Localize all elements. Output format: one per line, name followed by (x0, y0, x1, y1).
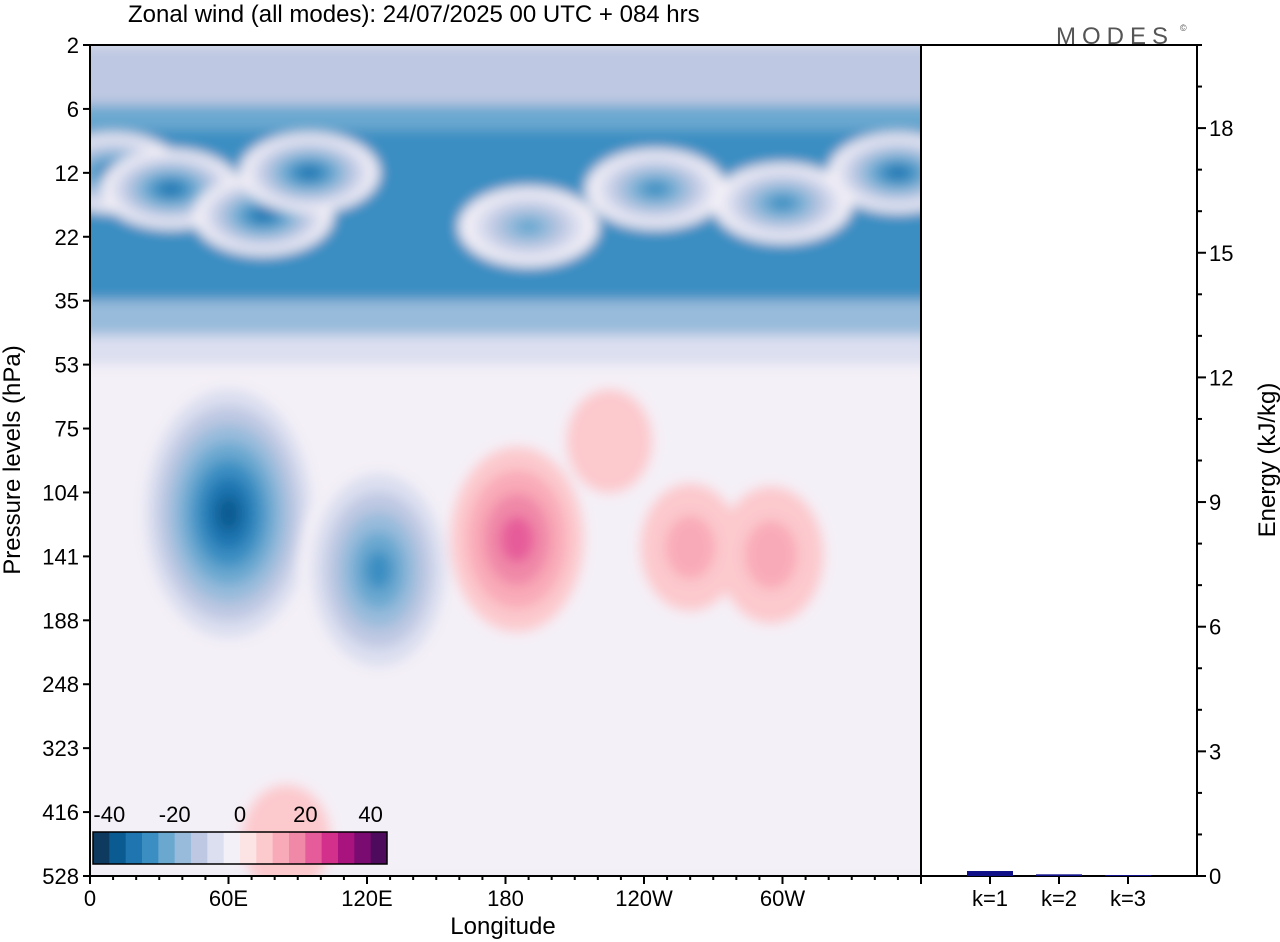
energy-x-label: k=3 (1110, 886, 1146, 911)
colorbar-label: 0 (234, 802, 246, 827)
energy-tick-label: 15 (1209, 241, 1233, 266)
wind-contour (253, 209, 274, 222)
wind-band (90, 300, 921, 335)
x-tick-label: 0 (84, 886, 96, 911)
colorbar: -40 -20 0 20 40 (92, 802, 388, 865)
energy-x-label: k=1 (972, 886, 1008, 911)
y-tick-label: 528 (42, 864, 79, 889)
y-tick-label: 323 (42, 736, 79, 761)
energy-tick-label: 3 (1209, 739, 1221, 764)
energy-tick-label: 0 (1209, 864, 1221, 889)
energy-axis-label: Energy (kJ/kg) (1254, 383, 1280, 538)
wind-contour (365, 550, 393, 590)
y-tick-label: 22 (55, 225, 79, 250)
colorbar-swatch (125, 832, 143, 864)
y-tick-label: 35 (55, 289, 79, 314)
wind-contour (665, 515, 716, 580)
energy-tick-label: 12 (1209, 365, 1233, 390)
y-tick-label: 416 (42, 800, 79, 825)
wind-contour (160, 183, 181, 195)
y-tick-label: 6 (67, 97, 79, 122)
wind-contour (514, 218, 543, 235)
wind-contour (566, 389, 653, 494)
colorbar-frame (92, 831, 388, 865)
colorbar-swatch (305, 832, 323, 864)
wavenumber-axis: k=1 k=2 k=3 (972, 876, 1146, 911)
colorbar-swatch (158, 832, 176, 864)
wind-contour (216, 495, 241, 532)
colorbar-swatch (240, 832, 257, 864)
wind-contour (887, 167, 908, 179)
colorbar-swatch (338, 832, 355, 864)
y-tick-label: 141 (42, 544, 79, 569)
wind-contour (744, 520, 798, 590)
colorbar-swatch (289, 832, 306, 864)
y-tick-label: 188 (42, 608, 79, 633)
colorbar-label: -20 (159, 802, 191, 827)
colorbar-swatch (223, 832, 241, 864)
energy-tick-label: 6 (1209, 615, 1221, 640)
colorbar-swatch (256, 832, 274, 864)
colorbar-label: -40 (93, 802, 125, 827)
y-axis-label: Pressure levels (hPa) (0, 345, 26, 574)
energy-axis: 0 3 6 9 12 15 18 (1197, 44, 1233, 889)
x-tick-label: 180 (487, 886, 524, 911)
energy-x-label: k=2 (1041, 886, 1077, 911)
energy-bars (967, 871, 1151, 876)
colorbar-swatch (354, 832, 372, 864)
heatmap-plot (90, 45, 921, 876)
colorbar-swatch (370, 832, 388, 864)
x-axis-label: Longitude (450, 913, 555, 940)
y-tick-label: 12 (55, 161, 79, 186)
energy-bar (1036, 874, 1082, 876)
colorbar-label: 20 (293, 802, 317, 827)
energy-bar (967, 871, 1013, 876)
wind-contour (299, 167, 320, 179)
wind-contour (643, 182, 668, 196)
y-tick-label: 53 (55, 353, 79, 378)
y-tick-label: 75 (55, 417, 79, 442)
wind-contour (770, 196, 795, 210)
chart-title: Zonal wind (all modes): 24/07/2025 00 UT… (128, 1, 700, 28)
energy-tick-label: 18 (1209, 116, 1233, 141)
wind-contour (500, 516, 534, 563)
x-tick-label: 60E (209, 886, 248, 911)
x-tick-label: 120W (615, 886, 673, 911)
colorbar-swatch (191, 832, 208, 864)
x-tick-label: 120E (341, 886, 392, 911)
wind-band (90, 45, 921, 105)
modes-logo-mark: © (1180, 23, 1187, 33)
energy-tick-label: 9 (1209, 490, 1221, 515)
x-tick-label: 60W (760, 886, 805, 911)
wind-field (90, 45, 921, 876)
wind-band (90, 335, 921, 365)
colorbar-swatch (109, 832, 127, 864)
colorbar-swatch (174, 832, 192, 864)
y-tick-label: 104 (42, 480, 79, 505)
wind-band (90, 105, 921, 130)
pressure-axis: 2 6 12 22 35 53 75 104 141 188 248 323 416 528 (42, 33, 90, 889)
colorbar-swatch (321, 832, 339, 864)
colorbar-swatch (207, 832, 225, 864)
colorbar-label: 40 (358, 802, 382, 827)
y-tick-label: 2 (67, 33, 79, 58)
colorbar-swatch (272, 832, 290, 864)
longitude-axis: 0 60E 120E 180 120W 60W (84, 876, 922, 911)
colorbar-swatch (93, 832, 110, 864)
colorbar-swatch (142, 832, 159, 864)
energy-bar (1105, 875, 1151, 876)
energy-panel-frame (920, 44, 1198, 877)
y-tick-label: 248 (42, 672, 79, 697)
